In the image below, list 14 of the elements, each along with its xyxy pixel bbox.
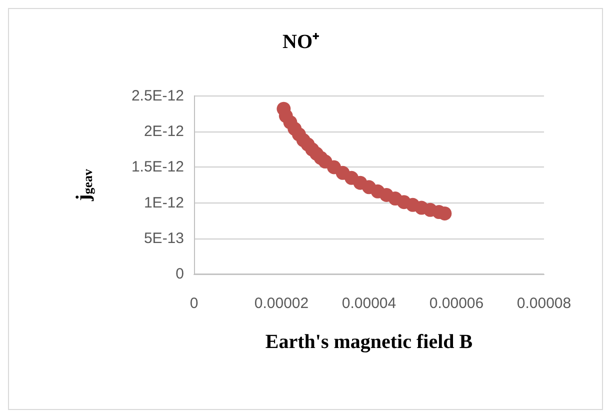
y-tick-label: 5E-13	[144, 230, 184, 247]
y-tick-label: 1E-12	[144, 194, 184, 212]
y-tick-label: 2E-12	[144, 123, 184, 140]
x-tick-label: 0.00006	[429, 295, 484, 312]
y-axis-title: jgeav	[72, 168, 95, 202]
x-tick-label: 0	[190, 295, 198, 312]
x-axis-title: Earth's magnetic field B	[265, 331, 473, 353]
y-tick-label: 1.5E-12	[131, 158, 184, 176]
chart-title: NO⁺	[282, 31, 320, 53]
x-tick-label: 0.00008	[516, 295, 572, 312]
x-tick-label: 0.00004	[342, 295, 396, 312]
y-tick-label: 2.5E-12	[131, 88, 184, 104]
y-tick-label: 0	[176, 266, 184, 282]
x-tick-label: 0.00002	[254, 295, 309, 312]
